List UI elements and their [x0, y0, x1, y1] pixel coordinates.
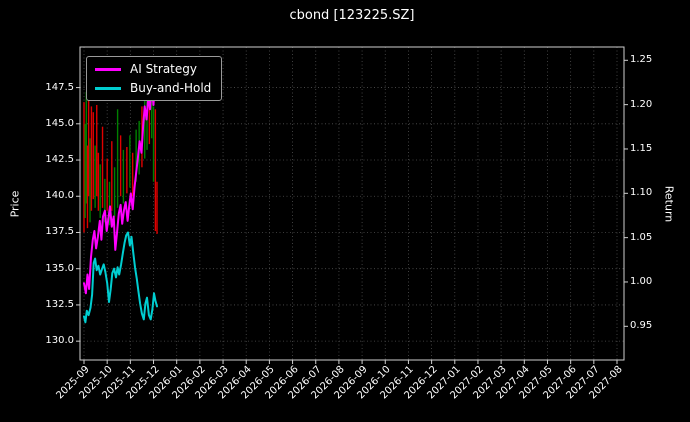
legend: AI Strategy Buy-and-Hold: [86, 56, 223, 101]
legend-item-ai-strategy: AI Strategy: [95, 62, 211, 76]
legend-label-ai-strategy: AI Strategy: [130, 62, 197, 76]
legend-item-buy-and-hold: Buy-and-Hold: [95, 81, 211, 95]
legend-line-ai-strategy: [95, 67, 121, 71]
legend-line-buy-and-hold: [95, 86, 121, 90]
legend-label-buy-and-hold: Buy-and-Hold: [130, 81, 212, 95]
chart-title: cbond [123225.SZ]: [289, 8, 415, 23]
